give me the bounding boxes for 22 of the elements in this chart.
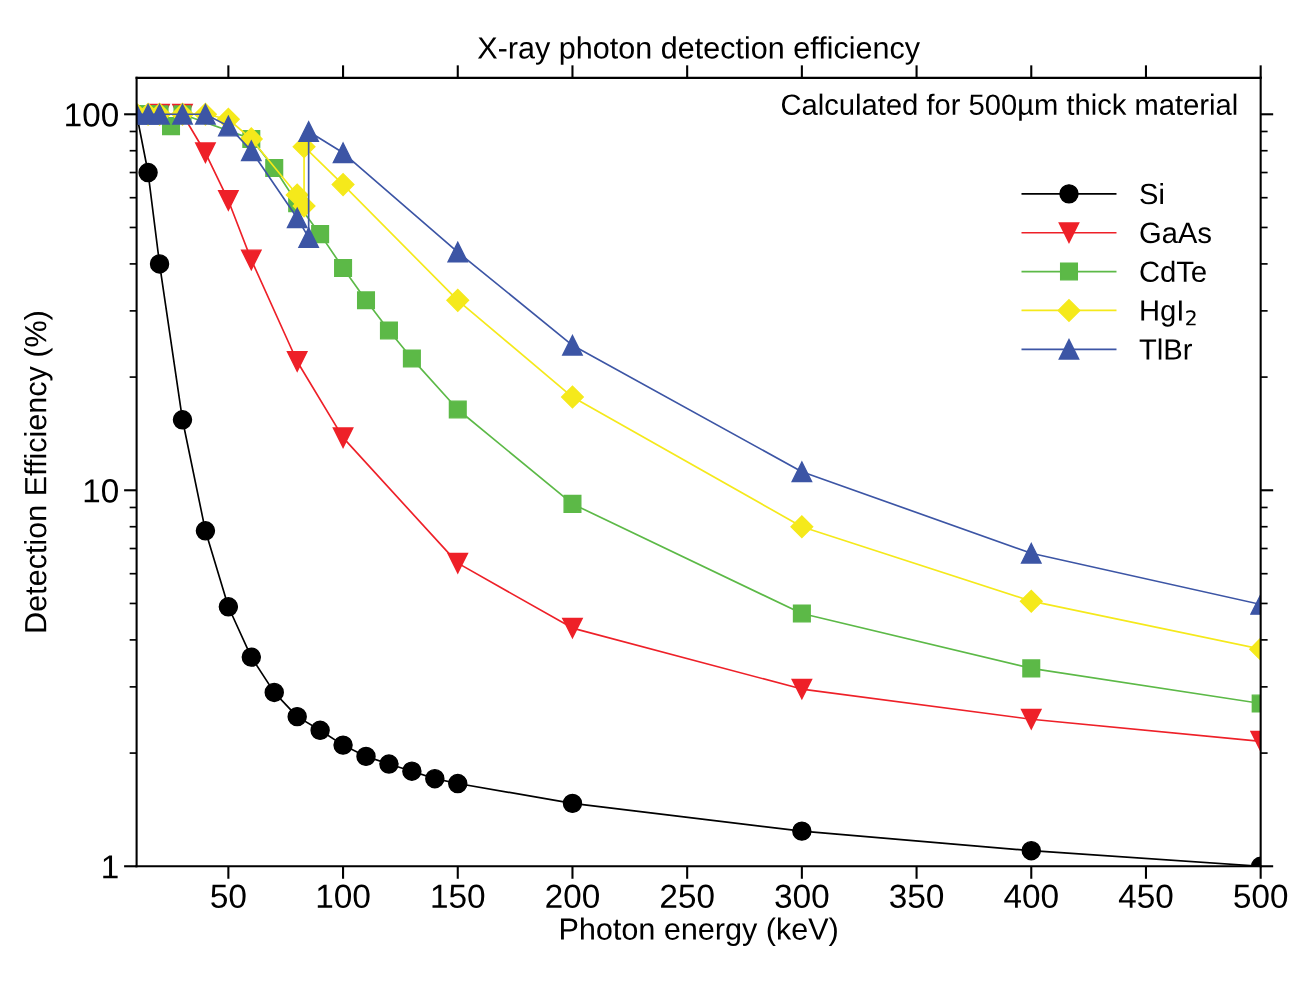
legend-label: GaAs bbox=[1140, 222, 1211, 244]
x-tick-label: 150 bbox=[432, 884, 485, 909]
y-axis-title: Detection Efficiency (%) bbox=[24, 312, 53, 632]
legend-label: TlBr bbox=[1139, 338, 1192, 360]
legend-label: Si bbox=[1140, 182, 1163, 205]
x-tick-label: 500 bbox=[1234, 884, 1288, 909]
y-tick-label: 10 bbox=[84, 479, 118, 503]
x-tick-label: 300 bbox=[775, 884, 829, 909]
x-tick-label: 100 bbox=[317, 884, 370, 909]
chart-title: X-ray photon detection efficiency bbox=[477, 36, 920, 65]
x-tick-label: 250 bbox=[661, 884, 714, 909]
x-tick-label: 450 bbox=[1118, 884, 1173, 909]
y-tick-label: 100 bbox=[66, 103, 118, 127]
y-tick-label: 1 bbox=[103, 855, 118, 879]
x-tick-label: 200 bbox=[546, 884, 599, 909]
legend-label: HgI$_{2}$ bbox=[1141, 300, 1196, 327]
x-axis-title: Photon energy (keV) bbox=[561, 917, 837, 946]
x-tick-label: 400 bbox=[1004, 884, 1058, 909]
x-tick-label: 50 bbox=[211, 884, 246, 909]
x-tick-label: 350 bbox=[890, 884, 944, 909]
annotation: Calculated for 500µm thick material bbox=[781, 93, 1237, 121]
legend-label: CdTe bbox=[1140, 260, 1206, 283]
